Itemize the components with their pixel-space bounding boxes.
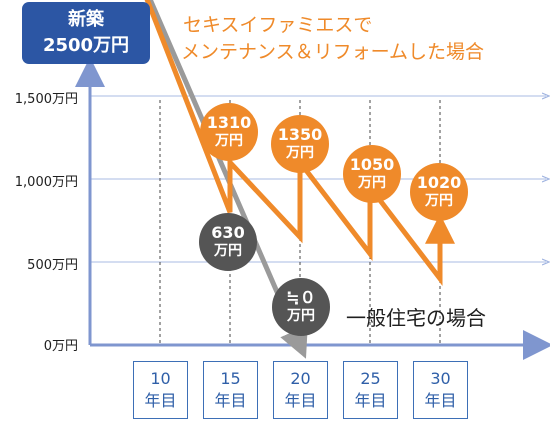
x-tick-20-year: 20 xyxy=(290,369,311,388)
x-tick-25: 25 年目 xyxy=(343,361,398,419)
bubble-unit: 万円 xyxy=(358,175,386,191)
bubble-value: ≒０ xyxy=(286,288,316,307)
chart-title: セキスイファミエスで メンテナンス＆リフォームした場合 xyxy=(181,12,485,66)
bubble-unit: 万円 xyxy=(286,145,314,161)
bubble-sekisui-20: 1350 万円 xyxy=(271,115,329,173)
x-tick-25-year: 25 xyxy=(360,369,381,388)
x-tick-30: 30 年目 xyxy=(413,361,468,419)
bubble-sekisui-15: 1310 万円 xyxy=(200,103,258,161)
bubble-unit: 万円 xyxy=(215,133,243,149)
title-line-1: セキスイファミエスで xyxy=(183,14,373,36)
x-tick-25-unit: 年目 xyxy=(354,391,387,410)
bubble-general-15: 630 万円 xyxy=(199,213,257,271)
x-tick-30-year: 30 xyxy=(430,369,451,388)
y-tick-1000: 1,000万円 xyxy=(14,175,78,190)
general-house-label: 一般住宅の場合 xyxy=(346,306,486,330)
new-build-label: 新築 xyxy=(68,9,104,30)
x-tick-15-unit: 年目 xyxy=(214,391,247,410)
x-tick-20-unit: 年目 xyxy=(284,391,317,410)
y-tick-0: 0万円 xyxy=(43,339,78,354)
bubble-sekisui-25: 1050 万円 xyxy=(343,145,401,203)
x-tick-30-unit: 年目 xyxy=(424,391,457,410)
bubble-unit: 万円 xyxy=(287,308,315,324)
new-build-price: 2500万円 xyxy=(42,35,130,56)
bubble-unit: 万円 xyxy=(425,193,453,209)
bubble-unit: 万円 xyxy=(214,243,242,259)
y-tick-500: 500万円 xyxy=(27,258,78,273)
x-tick-10-unit: 年目 xyxy=(144,391,177,410)
bubble-value: 1020 xyxy=(416,173,462,192)
x-tick-15-year: 15 xyxy=(220,369,241,388)
bubble-value: 1310 xyxy=(206,113,252,132)
bubble-value: 630 xyxy=(211,223,245,242)
x-tick-10: 10 年目 xyxy=(133,361,188,419)
bubble-general-20: ≒０ 万円 xyxy=(272,278,330,336)
x-tick-15: 15 年目 xyxy=(203,361,258,419)
y-tick-1500: 1,500万円 xyxy=(14,92,78,107)
bubble-value: 1050 xyxy=(349,155,395,174)
bubble-value: 1350 xyxy=(277,125,323,144)
title-line-2: メンテナンス＆リフォームした場合 xyxy=(181,41,485,63)
x-tick-20: 20 年目 xyxy=(273,361,328,419)
new-build-badge: 新築 2500万円 xyxy=(22,2,150,64)
x-tick-10-year: 10 xyxy=(150,369,171,388)
bubble-sekisui-30: 1020 万円 xyxy=(410,163,468,221)
